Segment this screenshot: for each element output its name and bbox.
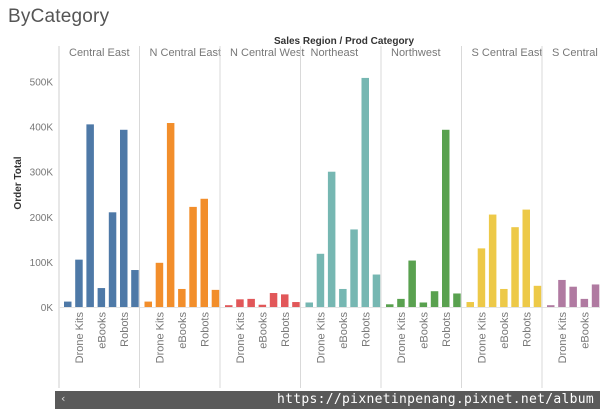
category-label: Robots	[280, 312, 292, 347]
region-header: N Central West	[230, 47, 304, 59]
bar	[64, 301, 72, 307]
region-header: S Central W	[552, 47, 600, 59]
bar	[430, 291, 439, 307]
region-header: S Central East	[472, 47, 543, 59]
bar	[488, 214, 497, 307]
bar	[316, 253, 325, 307]
bar	[178, 288, 186, 307]
bar	[500, 288, 508, 307]
category-label: Robots	[441, 312, 453, 347]
category-label: Robots	[119, 312, 131, 347]
region-header: N Central East	[150, 47, 222, 59]
category-label: Drone Kits	[235, 312, 247, 364]
bar	[522, 209, 530, 307]
category-label: eBooks	[579, 312, 591, 349]
category-label: eBooks	[499, 312, 511, 349]
horizontal-scrollbar[interactable]: ‹ https://pixnetinpenang.pixnet.net/albu…	[55, 391, 600, 409]
bar-chart: Sales Region / Prod Category Order Total 0…	[13, 36, 600, 388]
bar	[453, 293, 461, 307]
category-label: Drone Kits	[396, 312, 408, 364]
scroll-left-arrow-icon[interactable]: ‹	[61, 392, 66, 405]
bar	[533, 285, 542, 307]
bar	[281, 294, 289, 307]
bar	[247, 298, 255, 307]
bar	[86, 124, 94, 308]
category-label: Drone Kits	[74, 312, 86, 364]
category-label: eBooks	[177, 312, 189, 349]
bar	[189, 206, 197, 307]
category-label: eBooks	[96, 312, 108, 349]
bar	[339, 288, 347, 307]
bar	[305, 302, 313, 307]
y-tick-label: 500K	[30, 78, 54, 89]
category-label: eBooks	[418, 312, 430, 349]
bar	[558, 279, 566, 307]
bar	[591, 284, 600, 307]
region-header: Central East	[69, 47, 130, 59]
bar	[408, 260, 416, 307]
sheet-title: ByCategory	[8, 6, 110, 27]
y-tick-label: 400K	[30, 123, 54, 134]
bar	[327, 171, 336, 307]
category-label: Drone Kits	[476, 312, 488, 364]
bar	[580, 298, 589, 307]
category-label: eBooks	[338, 312, 350, 349]
y-axis-label: Order Total	[13, 156, 24, 209]
bar	[419, 302, 428, 307]
category-label: Robots	[521, 312, 533, 347]
bar	[258, 304, 267, 307]
category-label: Drone Kits	[557, 312, 569, 364]
y-tick-label: 0K	[41, 303, 54, 314]
bar	[350, 229, 358, 307]
chart-title: Sales Region / Prod Category	[274, 36, 414, 47]
category-label: Robots	[199, 312, 211, 347]
bar	[236, 299, 244, 307]
y-tick-label: 100K	[30, 258, 54, 269]
region-header: Northwest	[391, 47, 441, 59]
region-header: Northeast	[311, 47, 359, 59]
bar	[547, 305, 555, 307]
y-tick-label: 300K	[30, 168, 54, 179]
bar	[372, 274, 381, 307]
category-label: Robots	[360, 312, 372, 347]
bar	[131, 270, 139, 307]
category-label: Drone Kits	[315, 312, 327, 364]
bar	[386, 304, 394, 307]
bar	[477, 248, 486, 307]
bar	[225, 305, 233, 307]
bar	[108, 212, 117, 307]
bar	[200, 198, 208, 307]
bar	[442, 129, 450, 307]
bar	[361, 77, 369, 308]
bar	[466, 302, 474, 307]
y-tick-label: 200K	[30, 213, 54, 224]
bar	[397, 298, 405, 307]
bar	[120, 129, 128, 307]
bar	[144, 301, 152, 307]
bar	[511, 227, 519, 307]
bar	[75, 259, 83, 307]
bar	[292, 302, 300, 307]
bar	[211, 289, 220, 307]
bar	[97, 288, 106, 307]
bar	[155, 262, 164, 307]
bar	[166, 123, 175, 307]
watermark-text: https://pixnetinpenang.pixnet.net/album	[277, 392, 594, 407]
bar	[269, 293, 278, 307]
bar	[569, 286, 577, 307]
category-label: Drone Kits	[154, 312, 166, 364]
category-label: eBooks	[257, 312, 269, 349]
